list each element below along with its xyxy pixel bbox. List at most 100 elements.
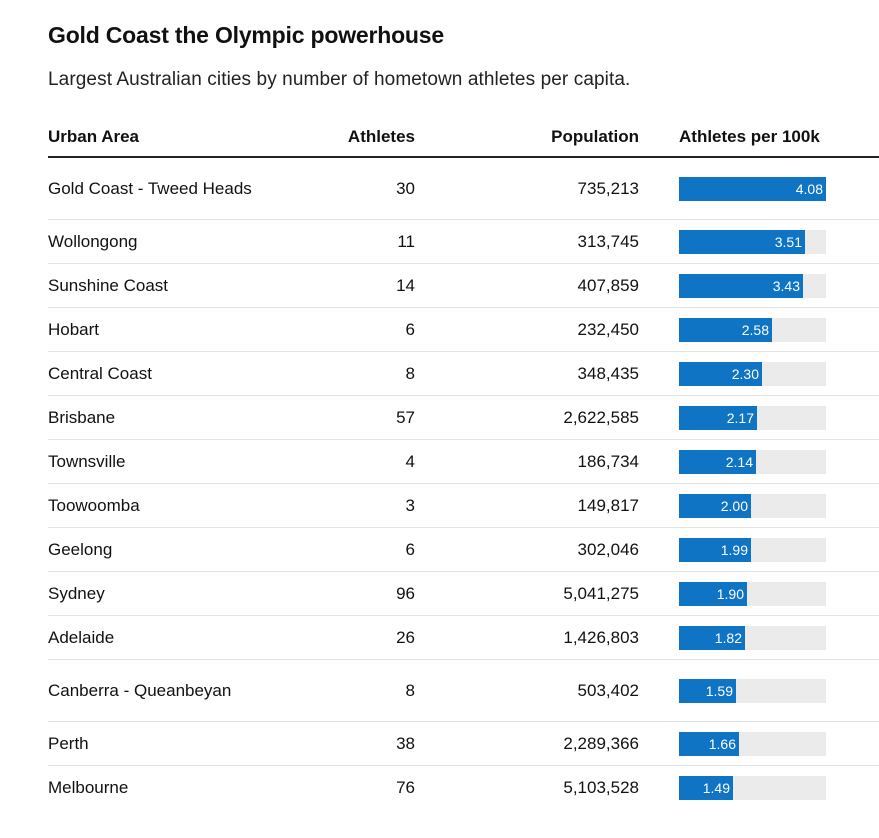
bar-fill: 2.14 <box>679 449 756 474</box>
bar-value-label: 2.17 <box>726 409 754 426</box>
cell-athletes-per-100k: 3.43 <box>639 263 879 308</box>
cell-population: 149,817 <box>415 483 639 528</box>
bar-track: 1.49 <box>679 775 826 800</box>
table-row: Adelaide 26 1,426,803 1.82 <box>48 615 879 660</box>
cell-athletes-per-100k: 1.59 <box>639 659 879 722</box>
table-row: Toowoomba 3 149,817 2.00 <box>48 483 879 528</box>
bar-value-label: 1.49 <box>702 779 730 796</box>
cell-athletes: 6 <box>260 527 415 572</box>
cell-population: 302,046 <box>415 527 639 572</box>
cell-athletes: 8 <box>260 659 415 722</box>
cell-athletes-per-100k: 2.17 <box>639 395 879 440</box>
cell-athletes-per-100k: 3.51 <box>639 219 879 264</box>
cell-population: 503,402 <box>415 659 639 722</box>
cell-urban-area: Melbourne <box>48 778 129 797</box>
cell-athletes-per-100k: 1.90 <box>639 571 879 616</box>
chart-title: Gold Coast the Olympic powerhouse <box>48 22 444 48</box>
bar-track: 1.59 <box>679 678 826 703</box>
table-row: Sydney 96 5,041,275 1.90 <box>48 571 879 616</box>
cell-population: 186,734 <box>415 439 639 484</box>
bar-fill: 2.30 <box>679 361 762 386</box>
bar-value-label: 1.82 <box>714 629 742 646</box>
cell-population: 1,426,803 <box>415 615 639 660</box>
bar-fill: 2.00 <box>679 493 751 518</box>
table-row: Gold Coast - Tweed Heads 30 735,213 4.08 <box>48 157 879 220</box>
cell-urban-area: Canberra - Queanbeyan <box>48 659 260 722</box>
cell-urban-area: Gold Coast - Tweed Heads <box>48 157 260 220</box>
table-row: Sunshine Coast 14 407,859 3.43 <box>48 263 879 308</box>
bar-fill: 1.49 <box>679 775 733 800</box>
bar-fill: 1.99 <box>679 537 751 562</box>
column-header-population[interactable]: Population <box>415 128 639 158</box>
cell-population: 348,435 <box>415 351 639 396</box>
bar-value-label: 2.14 <box>725 453 753 470</box>
cell-athletes: 26 <box>260 615 415 660</box>
bar-fill: 1.82 <box>679 625 745 650</box>
cell-athletes-per-100k: 2.00 <box>639 483 879 528</box>
cell-athletes: 8 <box>260 351 415 396</box>
cell-athletes: 57 <box>260 395 415 440</box>
table-row: Brisbane 57 2,622,585 2.17 <box>48 395 879 440</box>
bar-value-label: 3.51 <box>774 233 802 250</box>
bar-value-label: 1.59 <box>705 682 733 699</box>
bar-track: 2.30 <box>679 361 826 386</box>
bar-track: 2.14 <box>679 449 826 474</box>
bar-track: 3.51 <box>679 229 826 254</box>
bar-value-label: 2.00 <box>720 497 748 514</box>
column-header-athletes-per-100k[interactable]: Athletes per 100k <box>639 128 879 158</box>
cell-athletes-per-100k: 1.99 <box>639 527 879 572</box>
cell-urban-area: Central Coast <box>48 351 260 396</box>
bar-value-label: 1.90 <box>716 585 744 602</box>
bar-fill: 1.90 <box>679 581 747 606</box>
bar-fill: 2.58 <box>679 317 772 342</box>
cell-athletes: 96 <box>260 571 415 616</box>
cell-athletes-per-100k: 2.58 <box>639 307 879 352</box>
cell-population: 313,745 <box>415 219 639 264</box>
bar-value-label: 1.66 <box>708 735 736 752</box>
cell-athletes-per-100k: 2.14 <box>639 439 879 484</box>
bar-track: 3.43 <box>679 273 826 298</box>
cell-urban-area: Perth <box>48 721 260 766</box>
bar-value-label: 1.99 <box>720 541 748 558</box>
table-body: Gold Coast - Tweed Heads 30 735,213 4.08 Wol… <box>48 157 879 809</box>
bar-track: 2.00 <box>679 493 826 518</box>
athletes-table: Urban Area Athletes Population Athletes … <box>48 128 879 809</box>
bar-fill: 4.08 <box>679 176 826 201</box>
bar-value-label: 3.43 <box>772 277 800 294</box>
bar-track: 1.66 <box>679 731 826 756</box>
table-row: Melbourne 76 5,103,528 1.49 <box>48 766 879 810</box>
cell-athletes: 76 <box>396 777 415 797</box>
bar-value-label: 4.08 <box>795 180 823 197</box>
bar-fill: 1.59 <box>679 678 736 703</box>
cell-urban-area: Brisbane <box>48 395 260 440</box>
table-row: Townsville 4 186,734 2.14 <box>48 439 879 484</box>
cell-athletes-per-100k: 1.49 <box>639 766 879 810</box>
cell-athletes: 38 <box>260 721 415 766</box>
cell-population: 5,103,528 <box>563 777 639 797</box>
chart-subtitle: Largest Australian cities by number of h… <box>48 69 631 90</box>
cell-athletes: 30 <box>260 157 415 220</box>
cell-population: 2,289,366 <box>415 721 639 766</box>
bar-track: 1.82 <box>679 625 826 650</box>
bar-track: 4.08 <box>679 176 826 201</box>
cell-urban-area: Geelong <box>48 527 260 572</box>
bar-value-label: 2.58 <box>741 321 769 338</box>
cell-urban-area: Sunshine Coast <box>48 263 260 308</box>
cell-athletes: 14 <box>260 263 415 308</box>
bar-fill: 1.66 <box>679 731 739 756</box>
bar-fill: 3.43 <box>679 273 803 298</box>
cell-athletes: 3 <box>260 483 415 528</box>
cell-athletes-per-100k: 4.08 <box>639 157 879 220</box>
cell-urban-area: Sydney <box>48 571 260 616</box>
cell-athletes: 4 <box>260 439 415 484</box>
table-row: Hobart 6 232,450 2.58 <box>48 307 879 352</box>
cell-urban-area: Hobart <box>48 307 260 352</box>
cell-population: 407,859 <box>415 263 639 308</box>
cell-athletes-per-100k: 1.82 <box>639 615 879 660</box>
bar-track: 2.58 <box>679 317 826 342</box>
header-row: Urban Area Athletes Population Athletes … <box>48 128 879 158</box>
column-header-athletes[interactable]: Athletes <box>260 128 415 158</box>
cell-urban-area: Toowoomba <box>48 483 260 528</box>
cell-urban-area: Townsville <box>48 439 260 484</box>
column-header-urban-area[interactable]: Urban Area <box>48 128 260 158</box>
